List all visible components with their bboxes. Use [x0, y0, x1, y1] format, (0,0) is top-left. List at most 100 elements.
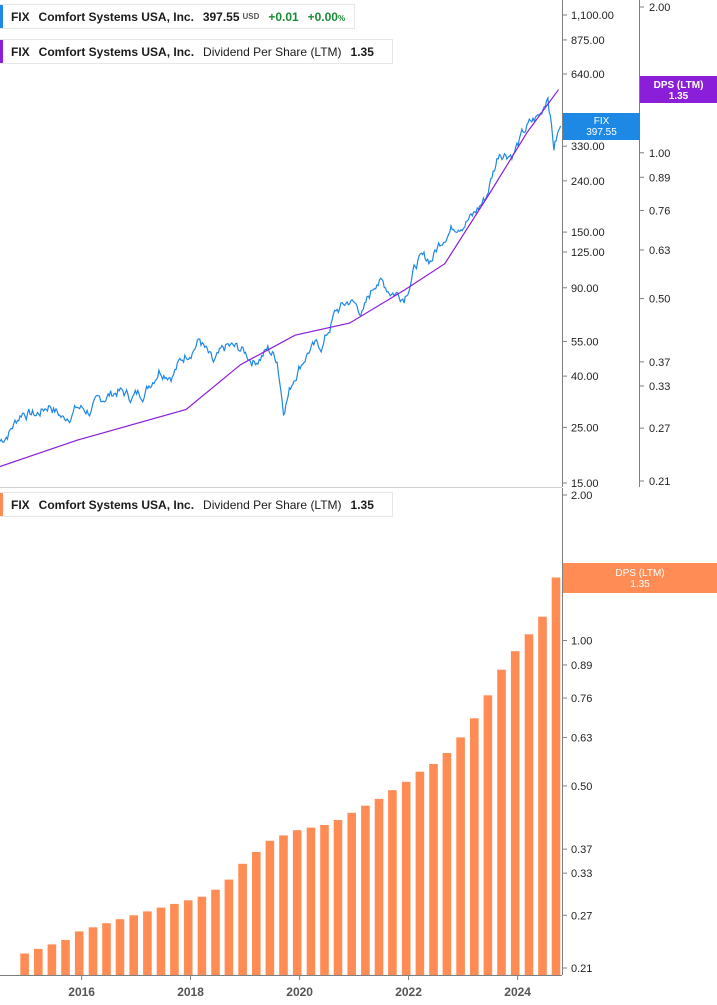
dps-bar[interactable]: [306, 827, 316, 975]
legend-dps-top-ticker: FIX: [11, 44, 30, 59]
dps-axis-bottom-tick-label: 0.89: [571, 660, 592, 672]
dps-axis-top-tick-label: 1.00: [649, 148, 670, 160]
dps-bar[interactable]: [88, 927, 98, 975]
dps-bar[interactable]: [388, 790, 397, 975]
time-axis-tick-label: 2024: [504, 985, 531, 999]
dps-bar[interactable]: [347, 812, 356, 975]
dps-bar[interactable]: [524, 634, 534, 975]
price-axis-tick-label: 330.00: [571, 141, 605, 153]
dps-bar[interactable]: [497, 669, 506, 975]
dps-bar[interactable]: [361, 805, 370, 975]
price-axis-tick-label: 240.00: [571, 176, 605, 188]
dps-bar[interactable]: [170, 903, 179, 975]
legend-price-company: Comfort Systems USA, Inc.: [38, 9, 194, 24]
dps-bar[interactable]: [183, 900, 193, 975]
dps-axis-top-tick-label: 0.89: [649, 172, 670, 184]
dps-axis-top-tick-label: 0.63: [649, 245, 670, 257]
legend-dps-bottom-metric: Dividend Per Share (LTM): [203, 497, 342, 512]
dps-bar[interactable]: [197, 896, 207, 975]
dps-axis-top-tick-label: 0.27: [649, 423, 670, 435]
dps-bar[interactable]: [20, 953, 29, 976]
dps-axis-top-tick-label: 0.37: [649, 357, 670, 369]
legend-price-change-pct-value: +0.00: [307, 9, 338, 24]
legend-price-swatch: [0, 5, 3, 28]
dps-bar[interactable]: [470, 718, 479, 975]
dps-bar[interactable]: [129, 915, 138, 975]
dps-badge-top-label: DPS (LTM): [654, 80, 704, 91]
dps-axis-top-tick-label: 0.76: [649, 205, 670, 217]
dps-bar[interactable]: [252, 852, 261, 975]
dps-bar[interactable]: [61, 940, 70, 975]
dps-bar[interactable]: [115, 919, 125, 975]
dps-bar[interactable]: [265, 840, 275, 975]
price-series-line: [0, 95, 562, 443]
dps-bar[interactable]: [143, 911, 152, 975]
dps-bar[interactable]: [224, 879, 234, 975]
dps-axis-top-tick-label: 0.33: [649, 381, 670, 393]
price-axis-tick-label: 55.00: [571, 336, 599, 348]
legend-price-change-pct: +0.00%: [308, 10, 346, 24]
price-axis-tick-label: 640.00: [571, 69, 605, 81]
dps-series-line: [0, 89, 559, 468]
dps-badge-top-bg: [640, 76, 717, 103]
dps-axis-bottom-tick-label: 1.00: [571, 635, 592, 647]
dps-axis-bottom-tick-label: 2.00: [571, 490, 592, 502]
legend-price-currency: USD: [242, 12, 260, 21]
dps-badge-bottom-label: DPS (LTM): [615, 568, 664, 579]
price-axis-tick-label: 125.00: [571, 247, 605, 259]
legend-dps-top-swatch: [0, 40, 3, 63]
price-badge-label: FIX: [594, 116, 610, 127]
dps-bar[interactable]: [102, 923, 111, 975]
dps-bar[interactable]: [429, 764, 438, 975]
dps-axis-bottom-tick-label: 0.63: [571, 732, 592, 744]
dps-bar[interactable]: [156, 907, 166, 975]
dps-axis-bottom-tick-label: 0.21: [571, 963, 592, 975]
top-panel-lines: [0, 89, 562, 468]
dps-axis-top-tick-label: 2.00: [649, 2, 670, 14]
legend-dps-top-metric: Dividend Per Share (LTM): [203, 44, 342, 59]
time-axis-tick-label: 2016: [68, 985, 95, 999]
dps-bar[interactable]: [34, 948, 43, 975]
top-price-axis: 1,100.00 875.00 640.00 330.00 240.00 150.00 12…: [562, 0, 614, 490]
dps-bar[interactable]: [415, 771, 425, 975]
dps-axis-top-tick-label: 0.50: [649, 294, 670, 306]
dps-axis-bottom-tick-label: 0.50: [571, 781, 592, 793]
time-axis-tick-label: 2018: [177, 985, 204, 999]
legend-dps-top[interactable]: FIX Comfort Systems USA, Inc. Dividend P…: [0, 39, 393, 64]
price-axis-tick-label: 150.00: [571, 227, 605, 239]
dps-bar[interactable]: [74, 931, 84, 975]
price-axis-tick-label: 875.00: [571, 35, 605, 47]
dps-axis-bottom-tick-label: 0.27: [571, 910, 592, 922]
price-axis-tick-label: 90.00: [571, 283, 599, 295]
dps-bar[interactable]: [333, 820, 343, 975]
legend-price-change: +0.01: [268, 9, 299, 24]
dps-bar[interactable]: [292, 830, 302, 975]
bottom-dps-axis: 2.00 1.00 0.89 0.76 0.63 0.50 0.37 0.33 0.27 0.21: [562, 488, 592, 975]
dps-bar[interactable]: [238, 863, 247, 975]
dps-axis-top-tick-label: 0.21: [649, 476, 670, 488]
price-axis-tick-label: 40.00: [571, 371, 599, 383]
dps-badge-bottom-value: 1.35: [630, 579, 650, 590]
dps-bar[interactable]: [374, 798, 384, 975]
dps-bar[interactable]: [320, 825, 329, 975]
dps-bar[interactable]: [538, 616, 547, 975]
dps-bar[interactable]: [442, 753, 452, 975]
legend-price-value: 397.55: [202, 9, 240, 24]
legend-dps-top-value: 1.35: [350, 44, 374, 59]
dps-bar[interactable]: [483, 695, 493, 975]
dps-badge-top: DPS (LTM) 1.35: [640, 76, 717, 103]
dps-bar[interactable]: [211, 889, 220, 975]
top-dps-axis: 2.00 1.00 0.89 0.76 0.63 0.50 0.37 0.33 0.27 0.21: [639, 0, 670, 488]
dps-bar[interactable]: [401, 781, 411, 975]
dps-bar[interactable]: [551, 577, 561, 976]
dps-bar[interactable]: [510, 651, 520, 975]
legend-dps-top-company: Comfort Systems USA, Inc.: [38, 44, 195, 59]
legend-price[interactable]: FIX Comfort Systems USA, Inc. 397.55 USD…: [0, 4, 355, 29]
dps-axis-bottom-tick-label: 0.76: [571, 693, 592, 705]
legend-dps-bottom[interactable]: FIX Comfort Systems USA, Inc. Dividend P…: [0, 492, 393, 517]
dps-bar[interactable]: [456, 737, 465, 975]
dps-bar[interactable]: [279, 835, 288, 975]
dps-bar[interactable]: [47, 944, 57, 975]
time-axis: 2016 2018 2020 2022 2024: [0, 975, 562, 999]
